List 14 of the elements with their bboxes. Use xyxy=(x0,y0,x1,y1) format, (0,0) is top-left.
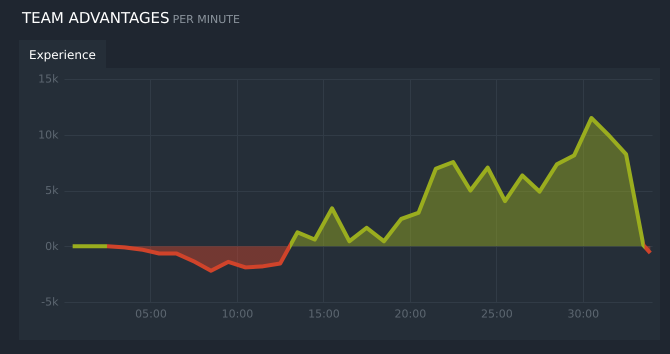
x-tick-label: 20:00 xyxy=(394,308,426,320)
y-tick-label: 10k xyxy=(38,128,60,142)
x-tick-label: 10:00 xyxy=(222,308,254,320)
x-tick-label: 05:00 xyxy=(135,308,167,320)
x-tick-label: 30:00 xyxy=(567,308,600,320)
y-tick-label: 5k xyxy=(45,184,60,197)
y-tick-label: 0k xyxy=(45,240,60,253)
x-tick-label: 25:00 xyxy=(481,308,513,320)
y-tick-label: -5k xyxy=(41,296,60,308)
chart-title: TEAM ADVANTAGES xyxy=(22,9,170,27)
y-tick-label: 15k xyxy=(38,72,60,86)
chart-subtitle: PER MINUTE xyxy=(172,13,240,26)
x-tick-label: 15:00 xyxy=(308,308,340,320)
text: Experience xyxy=(19,40,106,68)
